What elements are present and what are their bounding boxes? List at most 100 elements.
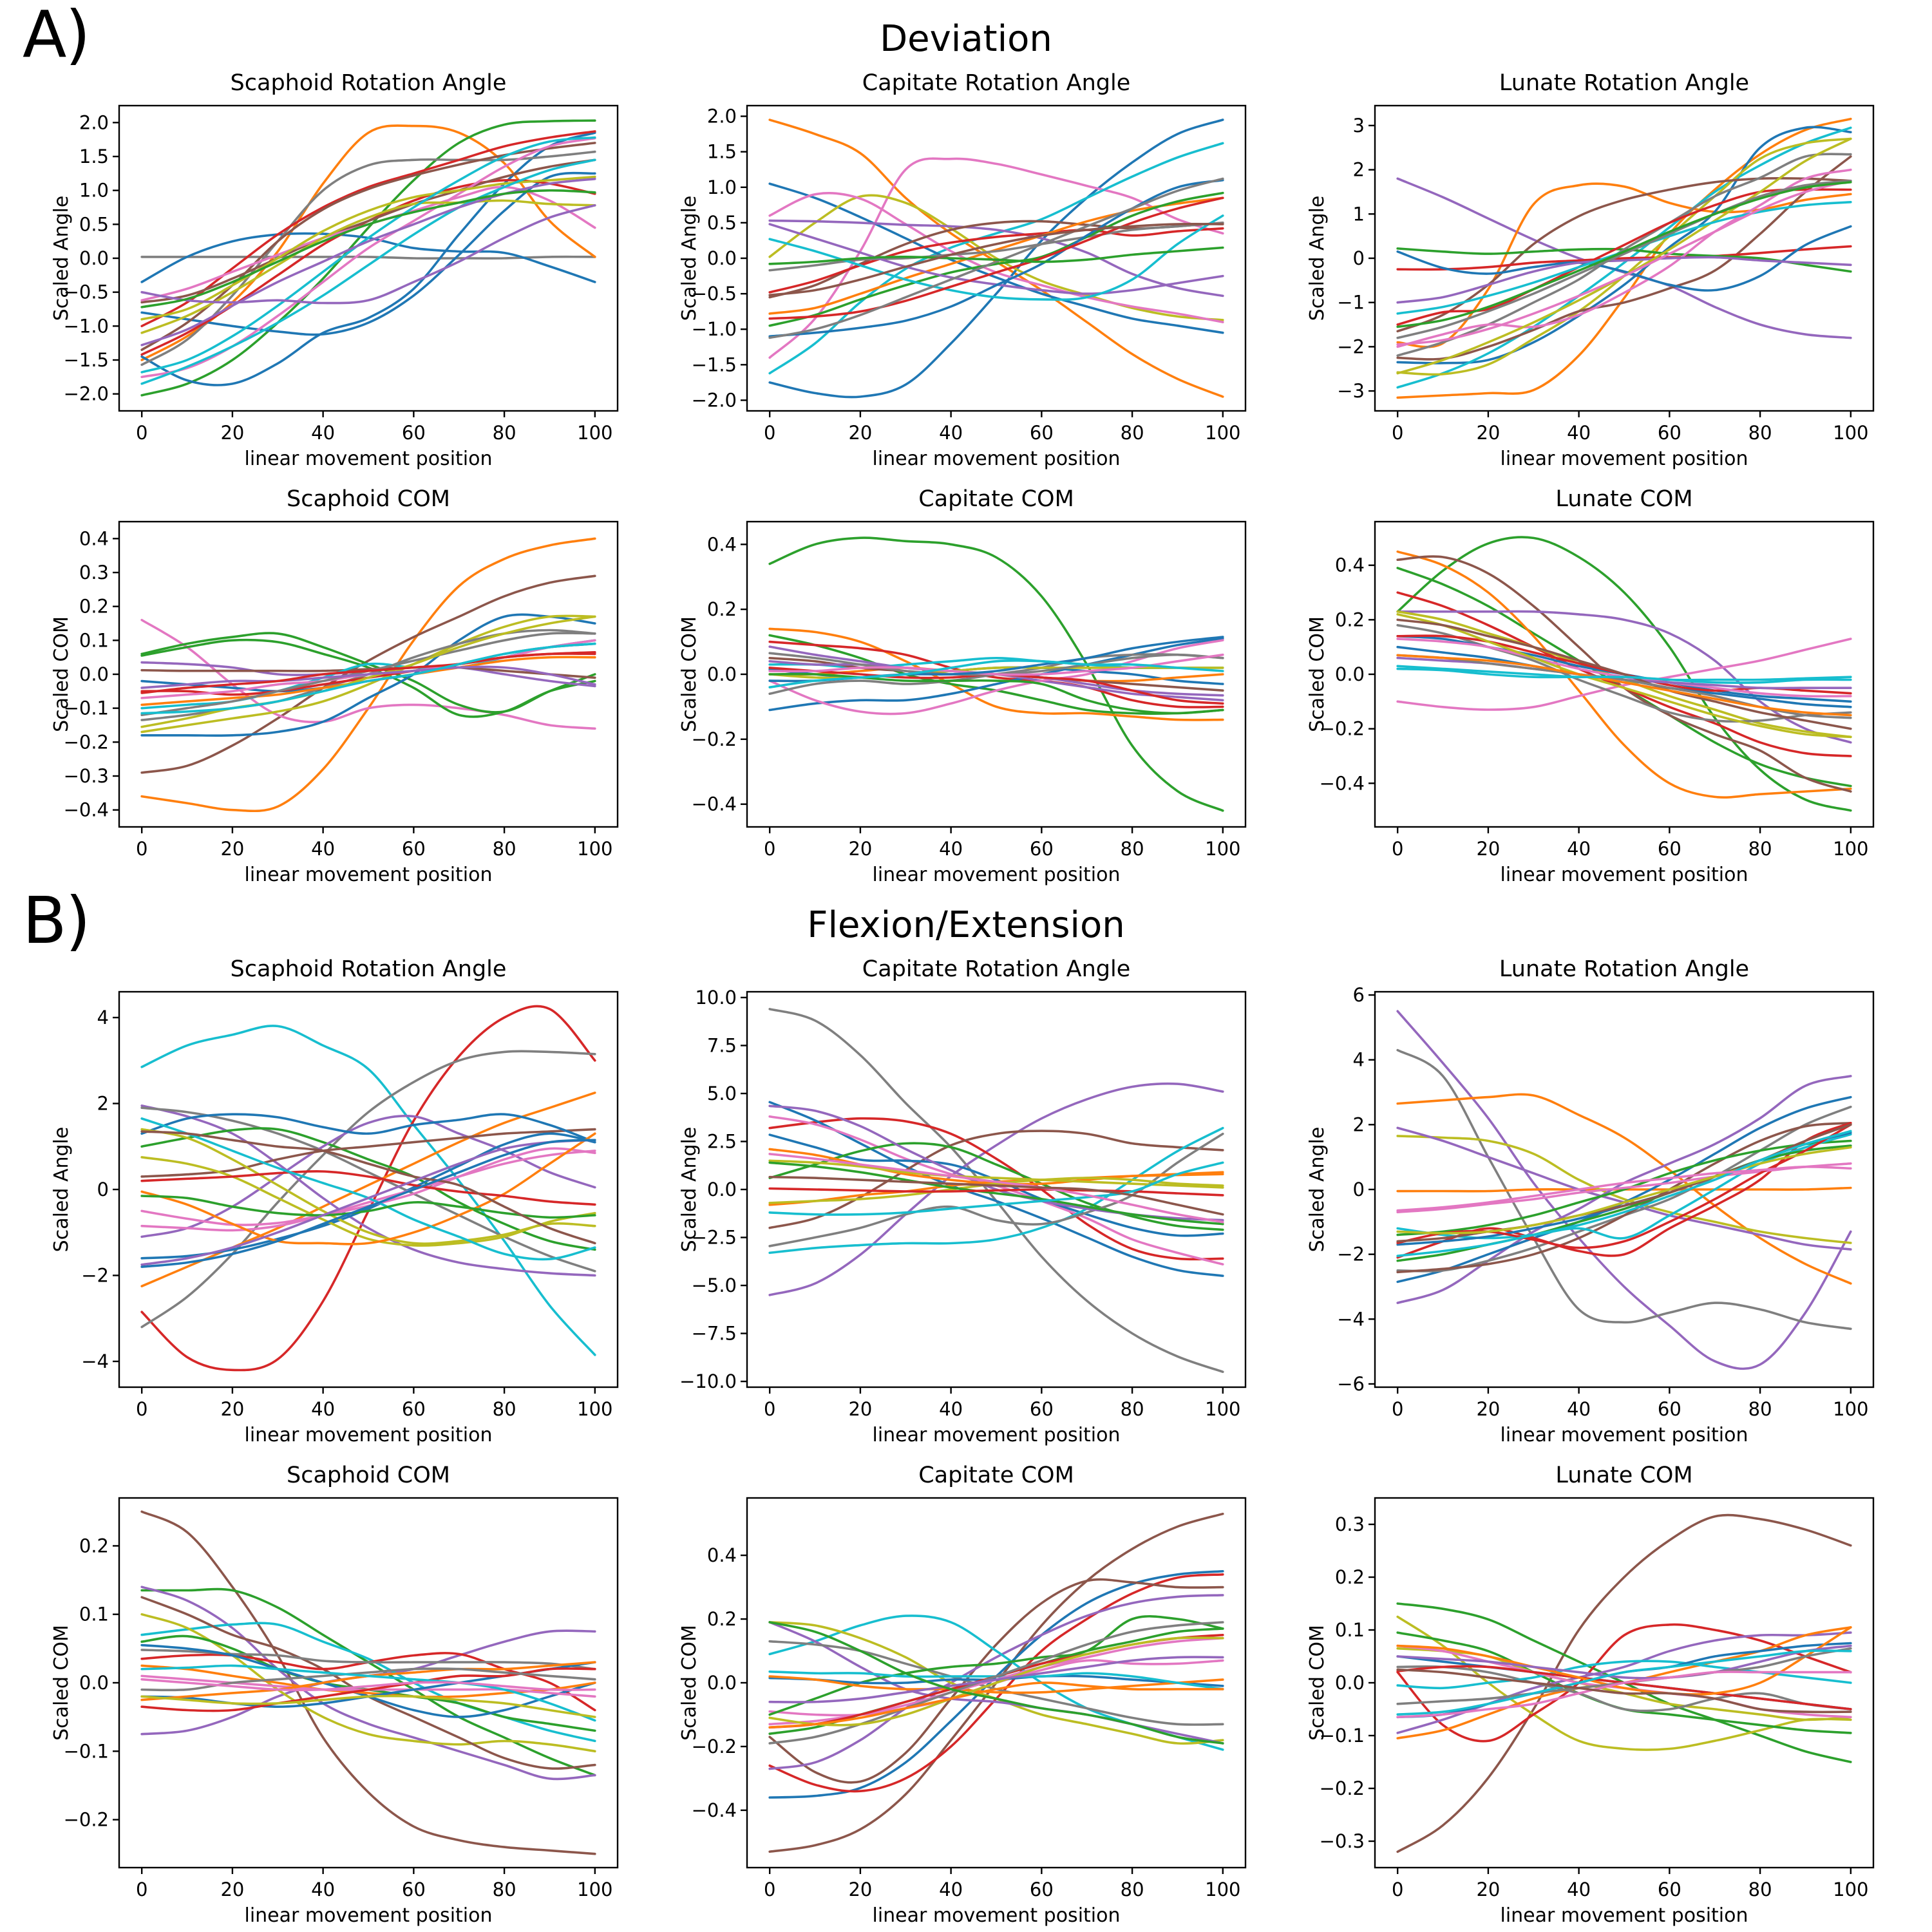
line-series (140, 1113, 596, 1144)
panel-title: Scaphoid Rotation Angle (231, 957, 507, 982)
y-tick-label: −1.5 (64, 349, 109, 371)
line-series (140, 642, 596, 715)
line-series (768, 1621, 1224, 1745)
line-series (1396, 1513, 1852, 1853)
y-tick-label: 0.2 (707, 1608, 737, 1630)
x-tick-label: 0 (1392, 1879, 1403, 1900)
line-series (140, 185, 596, 302)
x-tick-label: 0 (764, 1398, 775, 1420)
line-series (768, 1082, 1224, 1296)
x-tick-label: 40 (311, 838, 335, 860)
line-series (768, 1594, 1224, 1770)
line-series (768, 246, 1224, 265)
x-tick-label: 0 (764, 422, 775, 444)
y-tick-label: 2 (1353, 159, 1365, 181)
line-series (140, 615, 596, 728)
line-series (768, 1621, 1224, 1745)
y-axis-label: Scaled COM (50, 1625, 73, 1741)
y-axis-label: Scaled Angle (1306, 196, 1329, 321)
line-series (140, 1128, 596, 1245)
x-tick-label: 0 (136, 838, 147, 860)
y-tick-label: −2.5 (692, 1227, 737, 1249)
line-series (140, 136, 596, 374)
y-axis-label: Scaled COM (678, 616, 701, 732)
line-series (768, 1187, 1224, 1197)
y-tick-label: −1.0 (64, 315, 109, 337)
x-tick-label: 40 (939, 1879, 963, 1900)
line-chart-a-capitate-com: Capitate COM 0 20 40 60 80 100 −0.4 −0.2 0.0 0.2 0.… (678, 487, 1247, 886)
line-series (140, 204, 596, 305)
plot-area (768, 1512, 1224, 1853)
line-series (768, 1615, 1224, 1716)
y-tick-label: 3 (1353, 115, 1365, 137)
line-series (768, 1177, 1224, 1204)
line-series (140, 1510, 596, 1855)
y-tick-label: 4 (1353, 1049, 1365, 1071)
y-tick-label: −4 (1337, 1308, 1365, 1330)
y-tick-label: −6 (1337, 1373, 1365, 1395)
line-series (768, 1142, 1224, 1231)
line-series (1396, 1665, 1852, 1712)
y-axis-label: Scaled Angle (678, 1127, 701, 1253)
line-series (140, 158, 596, 385)
line-series (1396, 1644, 1852, 1680)
panel-b-lunate-com: Lunate COM 0 20 40 60 80 100 −0.3 −0.2 −0.1 0.0 0.1… (1304, 1463, 1884, 1927)
line-series (140, 189, 596, 308)
line-series (140, 1664, 596, 1722)
line-series (1396, 665, 1852, 685)
panel-title: Scaphoid Rotation Angle (231, 71, 507, 96)
x-tick-label: 100 (1833, 1398, 1868, 1420)
y-tick-label: 0.2 (1335, 609, 1365, 630)
y-tick-label: 0.0 (707, 663, 737, 685)
x-tick-label: 0 (764, 1879, 775, 1900)
line-series (1396, 1135, 1852, 1244)
panel-a-lunate-angle: Lunate Rotation Angle 0 20 40 60 80 100 −3 −2 −1 0… (1304, 71, 1884, 470)
x-tick-label: 20 (1476, 1879, 1500, 1900)
flexion-extension-panel-grid: Scaphoid Rotation Angle 0 20 40 60 80 100 −4 −2 0… (0, 957, 1932, 1927)
line-series (140, 618, 596, 730)
y-tick-label: 0.3 (1335, 1513, 1365, 1535)
x-tick-label: 60 (402, 422, 426, 444)
y-tick-label: 0.4 (707, 1544, 737, 1566)
line-series (140, 158, 596, 304)
deviation-panel-grid: Scaphoid Rotation Angle 0 20 40 60 80 100 −2.0−… (0, 71, 1932, 886)
x-tick-label: 40 (1567, 1879, 1591, 1900)
x-tick-label: 100 (1205, 838, 1240, 860)
line-series (140, 574, 596, 774)
x-tick-label: 40 (1567, 1398, 1591, 1420)
line-series (768, 1161, 1224, 1226)
panel-title: Scaphoid COM (287, 487, 450, 512)
line-series (768, 118, 1224, 399)
line-series (140, 1050, 596, 1329)
x-tick-label: 80 (1121, 422, 1144, 444)
line-series (1396, 654, 1852, 717)
y-tick-label: −0.1 (1320, 1725, 1365, 1747)
x-tick-label: 100 (1205, 1879, 1240, 1900)
x-tick-label: 100 (1833, 422, 1868, 444)
line-series (1396, 225, 1852, 292)
line-series (140, 1622, 596, 1743)
line-chart-a-lunate-com: Lunate COM 0 20 40 60 80 100 −0.4 −0.2 0.0 0.2 0.4 l… (1306, 487, 1875, 886)
line-series (140, 199, 596, 334)
x-tick-label: 80 (493, 1879, 516, 1900)
line-series (768, 1161, 1224, 1216)
line-series (768, 672, 1224, 715)
x-tick-label: 40 (939, 838, 963, 860)
line-series (140, 651, 596, 694)
line-series (1396, 1162, 1852, 1214)
x-tick-label: 100 (1833, 1879, 1868, 1900)
y-tick-label: −4 (81, 1350, 109, 1372)
panel-b-lunate-angle: Lunate Rotation Angle 0 20 40 60 80 100 −6 −4 −2 0… (1304, 957, 1884, 1446)
y-tick-label: 2 (97, 1093, 109, 1115)
line-series (140, 1678, 596, 1692)
line-series (768, 1130, 1224, 1229)
x-tick-label: 0 (1392, 422, 1403, 444)
y-tick-label: 0 (1353, 247, 1365, 269)
y-tick-label: −2.0 (64, 383, 109, 405)
panel-title: Capitate Rotation Angle (862, 71, 1130, 96)
line-series (1396, 1631, 1852, 1734)
x-tick-label: 60 (1658, 422, 1681, 444)
y-tick-label: 0.2 (79, 1535, 109, 1557)
line-series (1396, 634, 1852, 703)
line-series (768, 194, 1224, 321)
